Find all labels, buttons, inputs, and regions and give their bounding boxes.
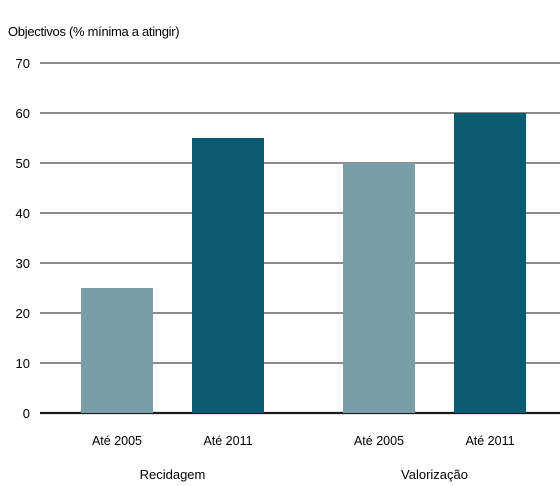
- x-category-label: Até 2005: [92, 434, 142, 448]
- y-tick-label: 70: [16, 56, 30, 71]
- y-tick-label: 50: [16, 156, 30, 171]
- chart-title: Objectivos (% mínima a atingir): [8, 24, 179, 39]
- y-tick-label: 30: [16, 256, 30, 271]
- x-category-label: Até 2005: [354, 434, 404, 448]
- bar: [81, 288, 153, 413]
- bar: [454, 113, 526, 413]
- bars: [81, 113, 526, 413]
- labels: 0 10 20 30 40 50 60 70 Até 2005 Até 2011 Recidagem…: [16, 56, 515, 482]
- y-tick-label: 60: [16, 106, 30, 121]
- y-tick-label: 40: [16, 206, 30, 221]
- x-category-label: Até 2011: [203, 434, 252, 448]
- x-group-label: Recidagem: [140, 467, 206, 482]
- y-tick-label: 0: [23, 406, 30, 421]
- y-tick-label: 20: [16, 306, 30, 321]
- x-category-label: Até 2011: [465, 434, 514, 448]
- y-tick-label: 10: [16, 356, 30, 371]
- x-group-label: Valorização: [401, 467, 468, 482]
- bar: [192, 138, 264, 413]
- bar: [343, 163, 415, 413]
